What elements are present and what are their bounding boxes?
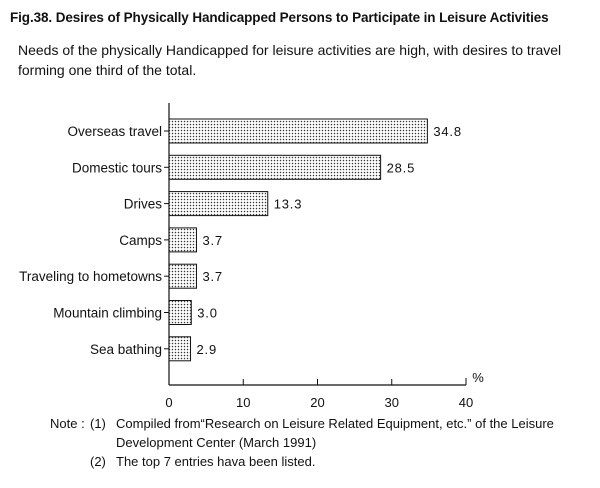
note-2-number: (2) — [90, 454, 106, 469]
bar — [168, 118, 428, 144]
value-label: 13.3 — [274, 197, 303, 212]
x-unit-label: % — [472, 370, 484, 385]
bar — [168, 300, 192, 325]
figure-title: Fig.38. Desires of Physically Handicappe… — [10, 10, 549, 25]
bar — [168, 227, 197, 253]
bar — [168, 154, 382, 180]
category-label: Drives — [124, 197, 163, 212]
bar — [168, 263, 197, 289]
category-label: Mountain climbing — [53, 306, 162, 321]
category-label: Traveling to hometowns — [19, 269, 162, 284]
notes: Note : (1) Compiled from“Research on Lei… — [50, 414, 595, 471]
note-1-text: Compiled from“Research on Leisure Relate… — [116, 416, 554, 450]
value-label: 3.0 — [197, 306, 217, 321]
bar — [168, 191, 269, 217]
category-label: Camps — [119, 233, 162, 248]
value-label: 3.7 — [202, 269, 222, 284]
figure-subtitle: Needs of the physically Handicapped for … — [18, 42, 562, 78]
note-1-number: (1) — [90, 416, 106, 431]
category-label: Overseas travel — [67, 124, 162, 139]
bar — [168, 336, 192, 362]
bar-chart: 0 10 20 30 40% Overseas travel 34.8 Domestic to… — [19, 103, 484, 410]
value-label: 3.7 — [202, 233, 222, 248]
note-2: (2) The top 7 entries hava been listed. — [50, 452, 595, 471]
category-label: Sea bathing — [90, 342, 162, 357]
note-2-text: The top 7 entries hava been listed. — [116, 454, 316, 469]
x-tick-label: 10 — [236, 395, 250, 410]
note-1: Note : (1) Compiled from“Research on Lei… — [50, 414, 595, 452]
x-tick-label: 20 — [310, 395, 324, 410]
x-tick-label: 40 — [459, 395, 473, 410]
value-label: 2.9 — [197, 342, 217, 357]
x-tick-label: 0 — [165, 395, 172, 410]
note-lead: Note : — [50, 416, 85, 431]
x-tick-label: 30 — [385, 395, 399, 410]
value-label: 28.5 — [387, 160, 416, 175]
category-label: Domestic tours — [72, 160, 162, 175]
value-label: 34.8 — [433, 124, 462, 139]
